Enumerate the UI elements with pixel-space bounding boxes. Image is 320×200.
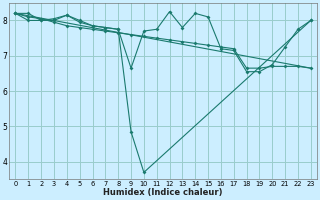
X-axis label: Humidex (Indice chaleur): Humidex (Indice chaleur)	[103, 188, 223, 197]
